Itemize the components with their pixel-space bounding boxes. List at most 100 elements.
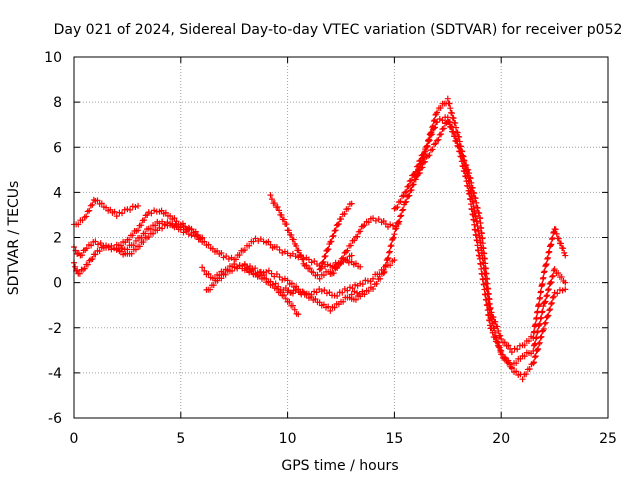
series-track-15: [412, 114, 569, 356]
data-point: [246, 242, 253, 249]
data-point: [544, 292, 551, 299]
data-point: [415, 167, 422, 174]
data-point: [140, 239, 147, 246]
data-point: [422, 148, 429, 155]
data-point: [252, 270, 259, 277]
data-point: [437, 104, 444, 111]
data-point: [331, 304, 338, 311]
data-point: [530, 334, 537, 341]
data-point: [436, 116, 443, 123]
data-point: [229, 267, 236, 274]
data-point: [311, 258, 318, 265]
data-point: [135, 202, 142, 209]
data-point: [303, 290, 310, 297]
data-point: [423, 144, 430, 151]
data-point: [501, 339, 508, 346]
data-point: [329, 233, 336, 240]
data-point: [410, 181, 417, 188]
data-point: [505, 342, 512, 349]
data-point: [126, 236, 133, 243]
data-point: [421, 148, 428, 155]
data-point: [252, 265, 259, 272]
data-point: [359, 281, 366, 288]
data-point: [383, 262, 390, 269]
data-point: [290, 236, 297, 243]
data-point: [526, 365, 533, 372]
data-point: [542, 262, 549, 269]
data-point: [547, 306, 554, 313]
data-point: [426, 137, 433, 144]
data-point: [561, 249, 568, 256]
data-point: [145, 209, 152, 216]
data-point: [74, 267, 81, 274]
data-point: [519, 376, 526, 383]
data-point: [340, 298, 347, 305]
data-point: [361, 222, 368, 229]
data-point: [467, 175, 474, 182]
data-point: [546, 307, 553, 314]
data-point: [190, 229, 197, 236]
data-point: [555, 270, 562, 276]
data-point: [348, 252, 355, 259]
data-point: [555, 235, 562, 242]
data-point: [420, 153, 427, 160]
data-point: [495, 328, 502, 335]
data-point: [95, 241, 102, 248]
data-point: [129, 232, 136, 239]
data-point: [324, 247, 331, 254]
data-point: [409, 182, 416, 189]
data-point: [408, 186, 415, 193]
data-point: [543, 261, 550, 268]
data-point: [334, 293, 341, 300]
data-point: [375, 216, 382, 223]
data-point: [320, 301, 327, 308]
data-point: [327, 307, 334, 314]
data-point: [391, 257, 398, 264]
data-point: [559, 287, 566, 294]
data-point: [261, 274, 268, 281]
data-point: [265, 238, 272, 245]
data-point: [542, 319, 549, 326]
data-point: [560, 245, 567, 252]
data-point: [116, 209, 123, 216]
data-point: [97, 240, 104, 247]
data-point: [430, 125, 437, 132]
data-point: [241, 246, 248, 253]
data-point: [287, 289, 294, 296]
y-tick-label: 4: [53, 185, 62, 201]
data-point: [285, 227, 292, 234]
data-point: [132, 237, 139, 244]
grid: [74, 57, 608, 418]
data-point: [271, 200, 278, 207]
data-point: [354, 233, 361, 240]
data-point: [456, 133, 463, 140]
data-point: [490, 314, 497, 321]
data-point: [488, 309, 495, 316]
data-point: [220, 254, 227, 261]
data-point: [532, 340, 539, 347]
data-point: [407, 187, 414, 194]
data-point: [540, 274, 547, 281]
data-point: [267, 241, 274, 248]
data-point: [107, 206, 114, 213]
data-point: [289, 302, 296, 309]
data-point: [549, 273, 556, 280]
data-point: [511, 345, 518, 352]
data-point: [436, 131, 443, 138]
data-point: [458, 148, 465, 155]
data-point: [313, 289, 320, 296]
data-point: [417, 161, 424, 168]
data-point: [326, 289, 333, 296]
data-point: [466, 170, 473, 177]
data-point: [505, 357, 512, 364]
data-point: [513, 360, 520, 367]
data-point: [549, 294, 556, 301]
data-point: [295, 247, 302, 254]
data-point: [449, 123, 456, 130]
data-point: [89, 256, 96, 263]
data-point: [325, 303, 332, 310]
data-point: [232, 256, 239, 263]
data-point: [145, 234, 152, 241]
data-point: [397, 213, 404, 220]
data-point: [398, 212, 405, 219]
